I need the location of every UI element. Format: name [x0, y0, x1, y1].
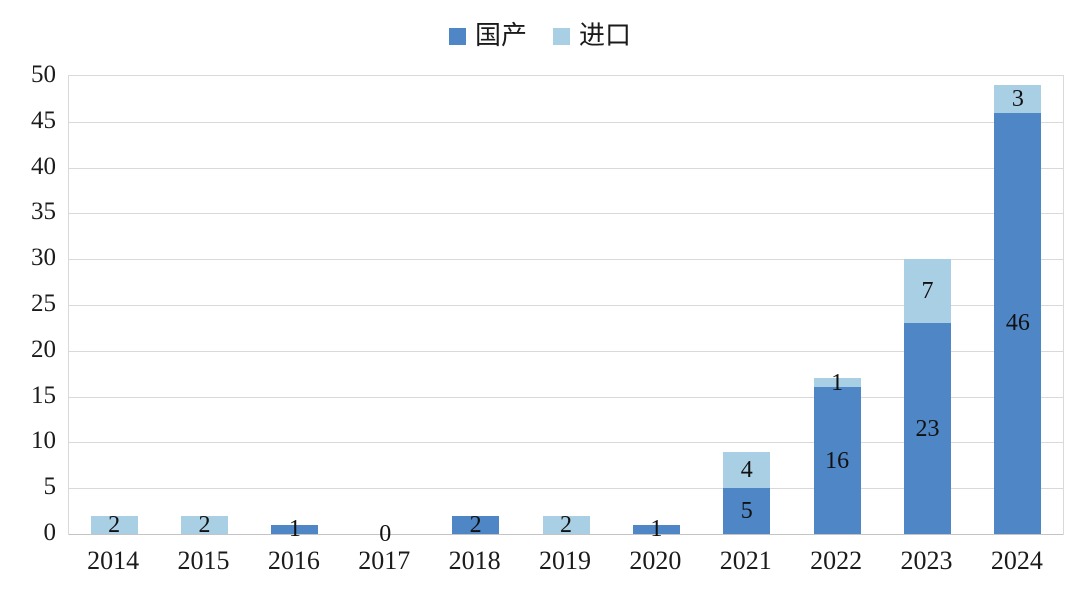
- bar-segment-domestic: [994, 112, 1042, 534]
- x-tick-label: 2023: [900, 546, 953, 575]
- chart-legend: 国产 进口: [0, 22, 1080, 50]
- bar-segment-import: [723, 451, 771, 489]
- x-tick-label: 2015: [177, 546, 230, 575]
- bar-segment-domestic: [813, 387, 861, 534]
- bar-value-label-zero: 0: [379, 521, 392, 547]
- legend-label-domestic: 国产: [474, 21, 527, 50]
- plot-area: 2 2 1 0 2 2 1 5 4 16 1 23 7 46 3: [68, 75, 1064, 546]
- y-tick-label: 25: [31, 290, 56, 317]
- bar-segment-import: [903, 259, 951, 324]
- x-axis-line: [69, 534, 1063, 535]
- bar-segment-import: [181, 515, 229, 534]
- bar-value-label: 1: [831, 369, 844, 396]
- x-tick-label: 2016: [267, 546, 320, 575]
- bar-value-label: 2: [198, 511, 211, 538]
- bar-value-label: 3: [1011, 85, 1024, 112]
- x-tick-label: 2019: [539, 546, 591, 575]
- y-tick-label: 10: [31, 427, 56, 455]
- gridline: [69, 488, 1063, 490]
- bar-value-label: 1: [650, 516, 663, 543]
- bar-segment-import: [994, 85, 1042, 113]
- gridline: [69, 350, 1063, 352]
- y-tick-label: 5: [43, 473, 57, 501]
- bar-value-label: 5: [740, 498, 753, 525]
- bar-value-label: 4: [740, 456, 753, 483]
- x-tick-label: 2020: [629, 546, 682, 575]
- legend-item-import: 进口: [553, 22, 631, 50]
- bar-segment-import: [542, 515, 590, 534]
- x-tick-label: 2024: [990, 546, 1043, 575]
- gridline: [69, 305, 1063, 306]
- y-tick-label: 0: [43, 519, 57, 546]
- bar-value-label: 2: [469, 511, 482, 538]
- x-tick-label: 2014: [87, 546, 140, 575]
- y-tick-label: 35: [31, 198, 56, 226]
- bar-value-label: 2: [560, 511, 572, 538]
- y-tick-label: 30: [31, 244, 56, 272]
- x-tick-label: 2022: [810, 546, 863, 575]
- legend-swatch-domestic: [448, 27, 466, 45]
- x-tick-label: 2017: [358, 546, 411, 575]
- y-tick-label: 50: [31, 61, 56, 88]
- gridline: [69, 167, 1063, 169]
- bar-value-label: 46: [1005, 310, 1030, 337]
- bar-segment-domestic: [271, 524, 319, 534]
- bar-value-label: 16: [825, 447, 850, 474]
- bar-value-label: 2: [108, 511, 121, 538]
- bar-segment-import: [813, 378, 861, 388]
- y-tick-label: 20: [31, 335, 56, 363]
- bar-value-label: 1: [288, 516, 301, 543]
- bar-segment-domestic: [903, 323, 951, 534]
- bar-value-label: 23: [915, 415, 940, 442]
- y-tick-label: 40: [31, 152, 56, 180]
- bar-segment-domestic: [452, 515, 500, 534]
- y-tick-label: 45: [31, 106, 56, 134]
- gridline: [69, 442, 1063, 444]
- bar-segment-domestic: [723, 488, 771, 534]
- y-tick-label: 15: [31, 381, 56, 409]
- gridline: [69, 259, 1063, 261]
- legend-swatch-import: [553, 27, 570, 45]
- legend-label-import: 进口: [579, 21, 632, 50]
- bar-segment-domestic: [632, 524, 680, 534]
- x-tick-label: 2018: [448, 546, 501, 575]
- x-tick-label: 2021: [719, 546, 772, 575]
- gridline: [69, 213, 1063, 215]
- bar-segment-import: [90, 515, 138, 534]
- bar-value-label: 7: [921, 278, 934, 305]
- gridline: [69, 396, 1063, 398]
- legend-item-domestic: 国产: [448, 21, 527, 50]
- gridline: [69, 121, 1063, 123]
